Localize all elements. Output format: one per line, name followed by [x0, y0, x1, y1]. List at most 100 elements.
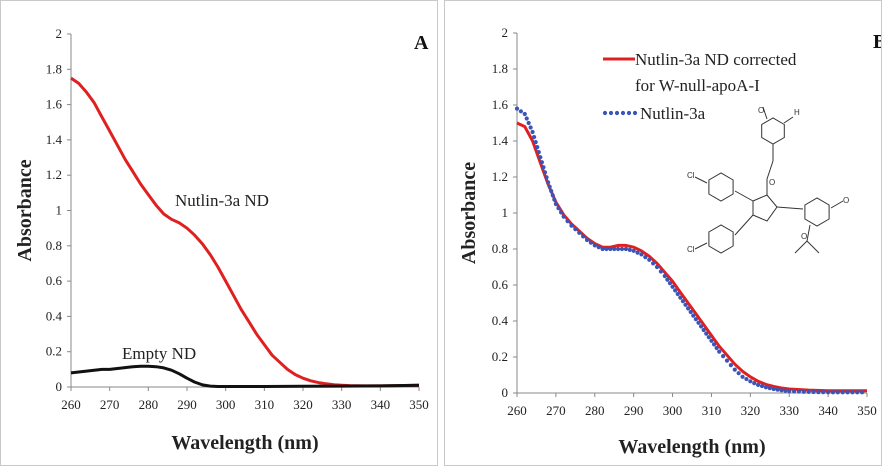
series-nutlin-3a-nd-corrected-for-w-null-apoa-i — [516, 121, 867, 393]
data-point — [528, 125, 533, 130]
data-point — [547, 184, 552, 189]
data-point — [693, 317, 698, 322]
legend-label-corrected: Nutlin-3a ND corrected — [635, 50, 797, 69]
data-point — [553, 201, 558, 207]
data-point — [801, 389, 806, 394]
data-point — [544, 175, 549, 180]
data-point — [855, 390, 860, 395]
data-point — [736, 371, 741, 376]
x-tick-label: 330 — [779, 403, 799, 418]
data-point — [826, 390, 831, 395]
y-tick-label: 1.6 — [492, 97, 509, 112]
data-point — [835, 390, 840, 395]
chart-a: 0 0.2 0.4 0.6 0.8 1 1.2 1.4 1.6 1.8 2 260 270 280 290 3… — [14, 26, 429, 454]
data-point — [711, 342, 717, 347]
data-point — [542, 170, 548, 175]
imidazoline-ring — [752, 194, 778, 222]
y-tick-label: 0.4 — [492, 313, 509, 328]
data-point — [678, 295, 683, 300]
bond — [694, 242, 708, 250]
data-point — [552, 197, 557, 202]
data-point — [724, 358, 730, 363]
x-tick-label: 280 — [585, 403, 605, 418]
data-point — [767, 386, 772, 391]
data-point — [612, 246, 617, 252]
data-point — [627, 247, 632, 252]
data-point — [756, 382, 761, 387]
data-point — [539, 160, 544, 165]
y-tick-label: 1.2 — [46, 167, 62, 182]
data-point — [616, 246, 621, 252]
x-tick-label: 290 — [624, 403, 644, 418]
series-nutlin-3a — [514, 106, 865, 395]
data-point — [556, 206, 561, 211]
bond — [762, 106, 768, 120]
data-point — [596, 245, 601, 250]
data-point — [541, 165, 546, 170]
x-tick-label: 290 — [177, 397, 197, 412]
data-point — [752, 381, 757, 386]
data-point — [643, 255, 648, 260]
x-axis-title: Wavelength (nm) — [171, 432, 318, 454]
data-point — [530, 129, 535, 135]
data-point — [524, 116, 529, 121]
data-point — [721, 354, 726, 359]
ring — [804, 197, 830, 227]
legend-swatch-dot — [620, 110, 626, 116]
atom-cl: Cl — [687, 171, 695, 180]
data-point — [791, 389, 797, 394]
legend-label-corrected-2: for W-null-apoA-I — [635, 76, 760, 95]
data-point — [840, 390, 845, 395]
annotation-empty: Empty ND — [122, 344, 196, 363]
data-point — [654, 264, 660, 270]
data-point — [740, 374, 745, 379]
y-tick-label: 1.4 — [492, 133, 509, 148]
data-point — [763, 385, 768, 390]
data-point — [796, 389, 802, 394]
bond — [766, 160, 774, 180]
data-point — [514, 106, 520, 111]
data-point — [696, 320, 701, 325]
x-tick-label: 310 — [255, 397, 275, 412]
atom-o: O — [758, 106, 764, 115]
data-point — [686, 306, 691, 311]
data-point — [658, 269, 663, 274]
bond — [694, 176, 708, 184]
data-point — [619, 246, 625, 252]
x-tick-label: 280 — [139, 397, 159, 412]
data-point — [783, 388, 788, 393]
data-point — [830, 390, 836, 395]
atom-o: O — [769, 178, 775, 187]
chart-b: 0 0.2 0.4 0.6 0.8 1 1.2 1.4 1.6 1.8 2 260 270 280 290 3… — [458, 25, 881, 458]
data-point — [651, 261, 656, 266]
data-point — [550, 193, 555, 198]
data-point — [698, 324, 704, 329]
panel-label: A — [414, 32, 429, 54]
y-tick-label: 0.2 — [46, 344, 62, 359]
legend-label-nutlin: Nutlin-3a — [640, 104, 706, 123]
data-point — [759, 383, 765, 389]
x-tick-label: 310 — [702, 403, 722, 418]
atom-h: H — [794, 108, 800, 117]
legend-swatch-dot — [602, 110, 608, 116]
y-tick-label: 1.6 — [46, 97, 63, 112]
data-point — [533, 139, 538, 145]
x-tick-label: 350 — [857, 403, 877, 418]
atom-o: O — [801, 232, 807, 241]
bond — [734, 190, 754, 202]
y-tick-label: 1 — [502, 205, 509, 220]
bond — [830, 200, 844, 209]
data-point — [706, 335, 711, 340]
x-tick-label: 340 — [818, 403, 838, 418]
data-point — [709, 338, 714, 343]
y-tick-label: 1 — [56, 203, 63, 218]
y-tick-label: 0.4 — [46, 308, 63, 323]
data-point — [608, 246, 613, 252]
data-point — [532, 134, 537, 140]
series-empty-nd — [70, 364, 420, 388]
y-tick-label: 0.2 — [492, 349, 508, 364]
data-point — [701, 327, 706, 333]
y-tick-label: 0 — [502, 385, 509, 400]
data-point — [845, 390, 850, 395]
legend-swatch-dot — [626, 110, 632, 116]
